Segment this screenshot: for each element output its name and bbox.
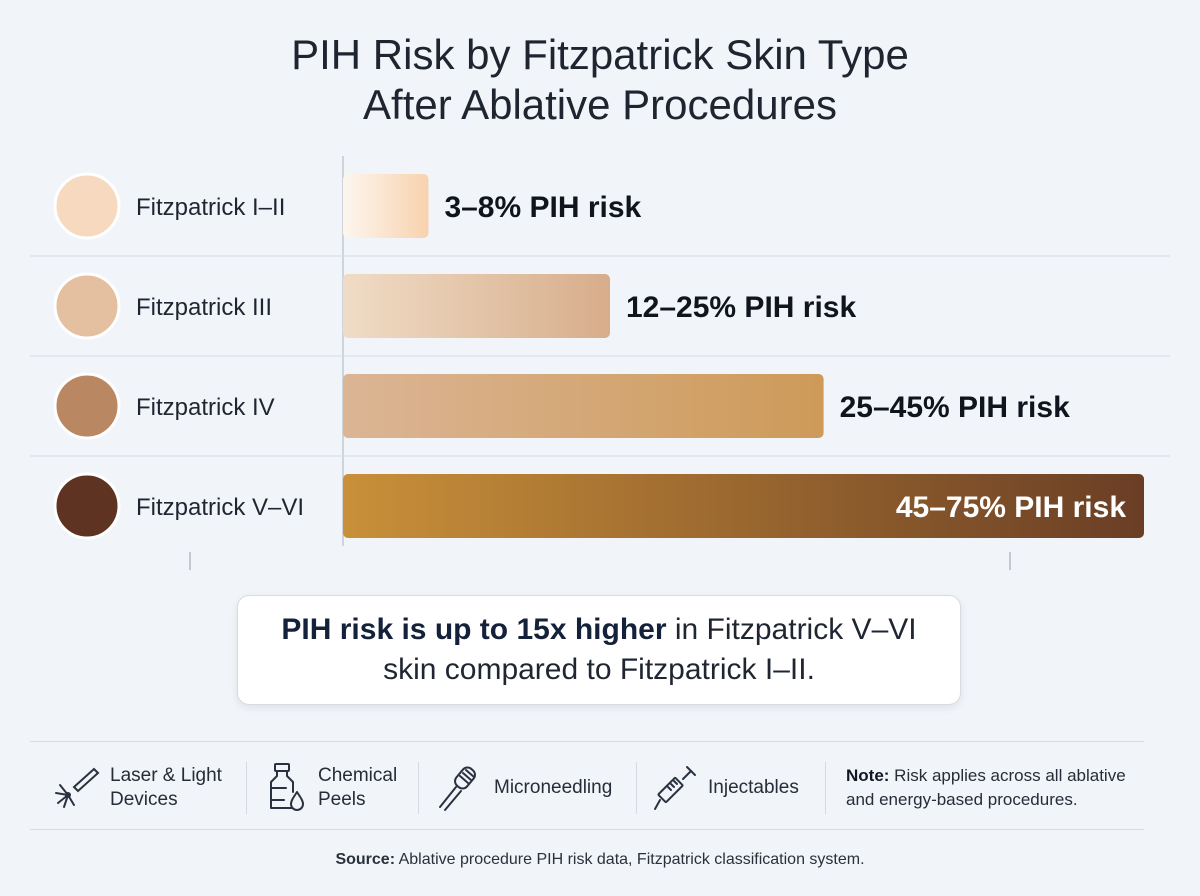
comparison-callout: PIH risk is up to 15x higher in Fitzpatr… (237, 595, 961, 705)
footer-separator (246, 762, 247, 814)
footer-bottom-divider (30, 829, 1144, 830)
callout-text-line1: in Fitzpatrick V–VI (666, 613, 917, 646)
note-text-line1: Risk applies across all ablative (889, 766, 1126, 785)
procedure-injectables-line1: Injectables (708, 777, 799, 798)
bar (343, 174, 429, 238)
callout-bold-text: PIH risk is up to 15x higher (281, 613, 667, 646)
footer-separator (418, 762, 419, 814)
procedure-peels-line2: Peels (318, 789, 366, 810)
procedure-laser-line1: Laser & Light (110, 765, 222, 786)
microneedling-roller-icon (439, 766, 476, 811)
bar-chart: Fitzpatrick I–II 3–8% PIH risk Fitzpatrick… (30, 156, 1170, 570)
skin-tone-swatch (53, 272, 121, 340)
category-label: Fitzpatrick IV (136, 394, 275, 421)
data-label: 3–8% PIH risk (444, 191, 641, 224)
chart-title: PIH Risk by Fitzpatrick Skin Type After … (0, 30, 1200, 130)
data-label: 25–45% PIH risk (840, 391, 1070, 424)
chart-title-line2: After Ablative Procedures (363, 81, 837, 128)
bar (343, 374, 824, 438)
data-label: 45–75% PIH risk (896, 491, 1126, 524)
source-label: Source: (335, 851, 396, 868)
connector-arrow (189, 552, 191, 570)
data-label: 12–25% PIH risk (626, 291, 856, 324)
syringe-icon (654, 766, 696, 810)
bar (343, 474, 1144, 538)
procedure-laser-line2: Devices (110, 789, 178, 810)
category-label: Fitzpatrick III (136, 294, 272, 321)
source-note: Source: Ablative procedure PIH risk data… (0, 851, 1200, 869)
connector-arrow (1009, 552, 1011, 570)
procedure-laser: Laser & Light Devices (52, 760, 222, 816)
source-text: Ablative procedure PIH risk data, Fitzpa… (395, 851, 865, 868)
category-label: Fitzpatrick V–VI (136, 494, 304, 521)
laser-icon (55, 767, 100, 808)
skin-tone-swatch (53, 372, 121, 440)
skin-tone-swatch (53, 172, 121, 240)
footer-top-divider (30, 741, 1144, 742)
category-label: Fitzpatrick I–II (136, 194, 285, 221)
procedure-microneedling-line1: Microneedling (494, 777, 613, 798)
bottle-drop-icon (270, 763, 304, 811)
footer-separator (825, 762, 826, 814)
procedure-microneedling: Microneedling (434, 760, 612, 816)
note-text-line2: and energy-based procedures. (846, 790, 1078, 809)
footer-separator (636, 762, 637, 814)
skin-tone-swatch (53, 472, 121, 540)
procedure-peels-line1: Chemical (318, 765, 398, 786)
procedure-injectables: Injectables (652, 760, 799, 816)
callout-text-line2: skin compared to Fitzpatrick I–II. (383, 653, 815, 686)
footer-note: Note: Risk applies across all ablative a… (846, 760, 1126, 816)
note-label: Note: (846, 766, 890, 785)
bar (343, 274, 610, 338)
procedure-list: Laser & Light Devices Chemical Peels Mic… (0, 748, 1200, 828)
chart-title-line1: PIH Risk by Fitzpatrick Skin Type (291, 31, 909, 78)
procedure-peels: Chemical Peels (266, 760, 397, 816)
